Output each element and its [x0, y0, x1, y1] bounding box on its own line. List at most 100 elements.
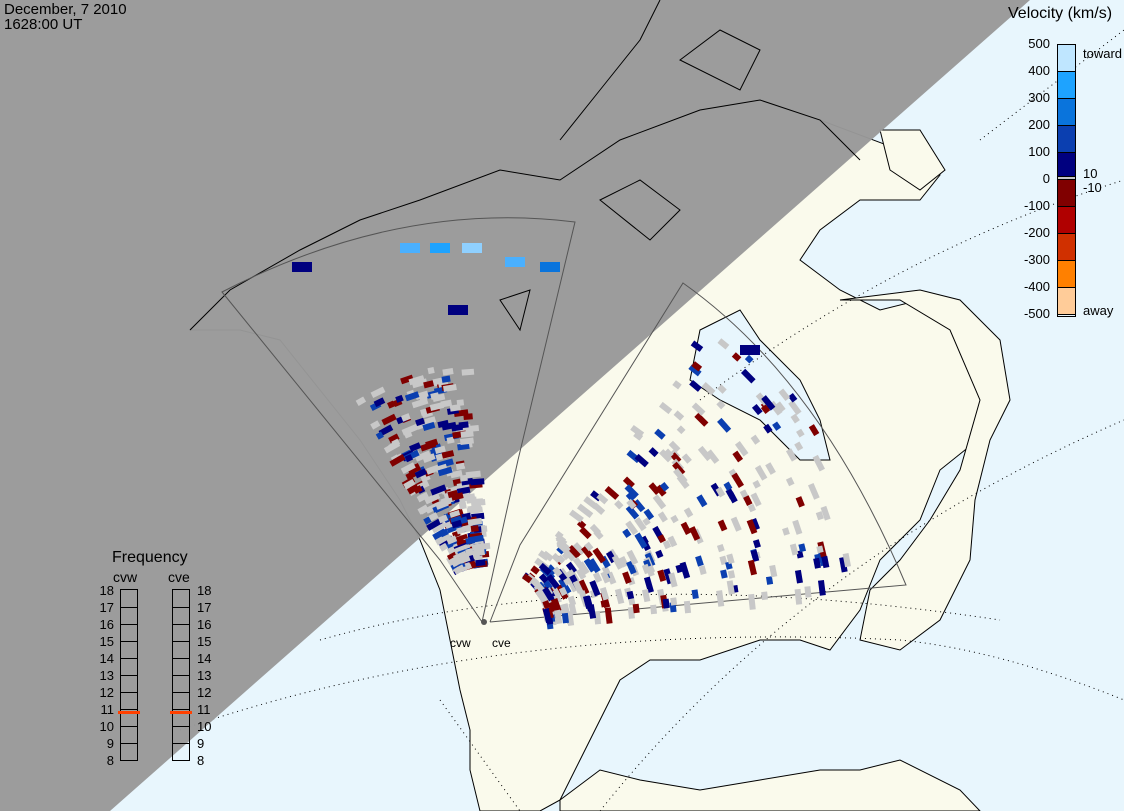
range-cell	[470, 478, 485, 486]
frequency-tick: 10	[197, 719, 212, 734]
range-cell	[567, 545, 581, 559]
range-cell	[453, 564, 466, 575]
range-cell	[411, 397, 429, 409]
range-cell	[726, 580, 735, 595]
range-cell	[599, 586, 610, 601]
range-cell	[622, 571, 632, 584]
range-cell	[449, 404, 461, 412]
range-cell	[673, 467, 688, 484]
range-cell	[626, 560, 637, 575]
range-cell	[465, 537, 476, 545]
range-cell	[716, 544, 725, 553]
site-label-cvw: cvw	[450, 636, 471, 650]
range-cell	[670, 514, 679, 524]
range-cell	[676, 425, 686, 435]
range-cell	[446, 436, 455, 444]
range-cell	[593, 610, 602, 625]
range-cell	[785, 448, 798, 462]
range-cell	[659, 481, 670, 492]
range-cell	[604, 486, 620, 500]
range-cell	[657, 511, 668, 523]
range-cell	[552, 566, 563, 577]
range-cell	[641, 563, 651, 575]
range-cell	[439, 542, 449, 552]
range-cell	[788, 400, 802, 416]
range-cell	[561, 612, 569, 624]
site-label-cve: cve	[492, 636, 511, 650]
range-cell	[691, 402, 706, 416]
frequency-tick: 16	[197, 617, 212, 632]
range-cell	[624, 484, 639, 499]
range-cell	[387, 400, 396, 409]
frequency-tick: 11	[197, 702, 211, 717]
range-cell	[542, 586, 555, 602]
range-cell	[761, 591, 768, 601]
range-cell	[815, 511, 824, 521]
range-cell	[445, 538, 460, 550]
frequency-tick: 15	[99, 634, 114, 649]
frequency-tick: 9	[197, 736, 205, 751]
range-cell	[400, 374, 414, 385]
range-cell	[775, 401, 786, 413]
range-cell	[795, 496, 805, 508]
colorbar-tick: -500	[1023, 306, 1050, 321]
range-cell	[465, 470, 481, 479]
frequency-tick: 11	[100, 702, 115, 717]
range-cell	[727, 570, 736, 579]
range-cell	[788, 392, 798, 403]
range-cell	[632, 499, 646, 513]
range-cell	[626, 549, 639, 566]
range-cell	[417, 504, 429, 515]
frequency-tick: 17	[99, 600, 114, 615]
range-cell	[576, 503, 594, 519]
colorbar-tick: -300	[1023, 252, 1050, 267]
frequency-tick: 17	[197, 600, 212, 615]
range-cell	[743, 495, 753, 506]
range-cell	[592, 502, 606, 516]
range-cell	[373, 397, 386, 408]
range-cell	[808, 424, 820, 437]
range-cell	[461, 368, 475, 376]
range-cell	[817, 579, 826, 596]
colorbar-segment	[1058, 45, 1075, 72]
range-cell	[576, 519, 587, 530]
range-cell	[467, 517, 483, 526]
range-cell	[601, 565, 611, 576]
range-cell	[437, 466, 453, 477]
colorbar-tick: 300	[1028, 90, 1050, 105]
range-cell	[414, 450, 432, 462]
range-cell	[655, 549, 664, 559]
range-cell	[455, 462, 466, 470]
range-cell	[422, 421, 436, 432]
range-cell	[505, 257, 525, 267]
range-cell	[414, 468, 428, 479]
range-cell	[681, 453, 692, 464]
range-cell	[579, 526, 592, 540]
range-cell	[565, 561, 577, 574]
range-cell	[794, 569, 803, 584]
coastlines-night	[189, 0, 861, 332]
range-cell	[407, 464, 422, 475]
range-cell	[596, 492, 609, 505]
range-cell	[696, 494, 708, 508]
range-cell	[460, 474, 468, 482]
frequency-tick: 14	[197, 651, 212, 666]
frequency-marker	[118, 711, 140, 715]
range-cell	[751, 403, 763, 416]
frequency-tick: 12	[99, 685, 114, 700]
range-cell	[459, 554, 471, 564]
range-cell	[474, 542, 491, 551]
range-cell	[614, 588, 625, 605]
range-cell	[670, 597, 678, 606]
colorbar-segment	[1058, 72, 1075, 99]
range-cell	[588, 558, 601, 574]
range-cell	[689, 379, 702, 392]
range-cell	[658, 401, 673, 415]
minus-ten-label: -10	[1083, 180, 1102, 195]
range-cell	[543, 580, 553, 591]
range-cell	[695, 555, 704, 567]
range-cell	[750, 492, 762, 507]
range-cell	[634, 532, 648, 549]
range-cell	[430, 243, 450, 253]
range-cell	[744, 354, 754, 364]
